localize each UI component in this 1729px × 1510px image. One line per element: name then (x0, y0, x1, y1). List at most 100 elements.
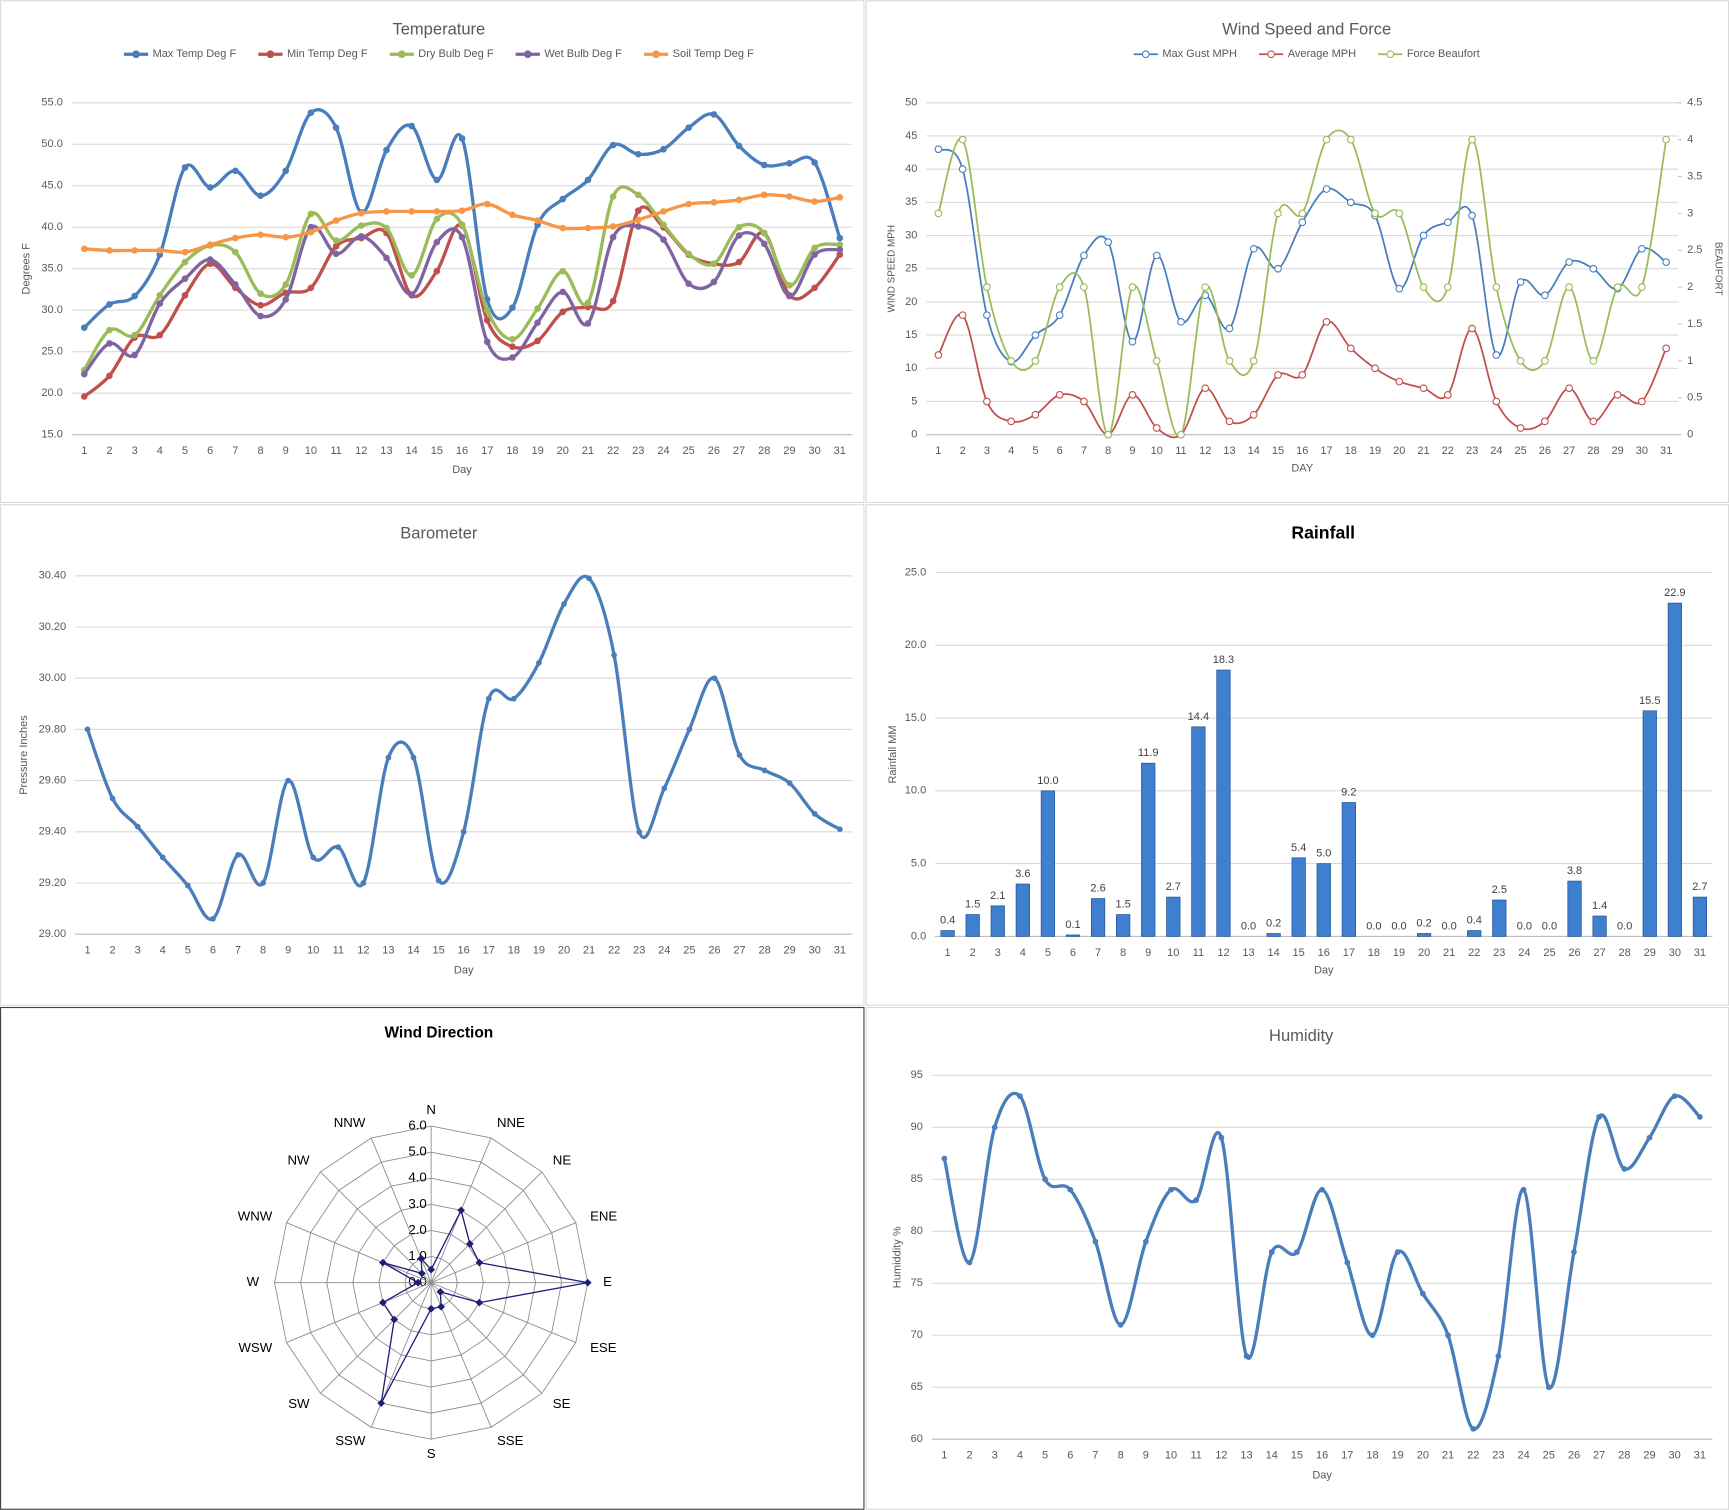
marker (736, 752, 743, 758)
radial-tick-label: 2.0 (408, 1222, 426, 1237)
x-tick-label: 27 (733, 445, 745, 457)
x-tick-label: 25 (683, 945, 695, 957)
y-tick-label: 30.00 (39, 672, 67, 684)
y2-tick-label: 2.5 (1687, 244, 1702, 256)
marker (181, 275, 189, 282)
marker (735, 232, 743, 239)
x-tick-label: 21 (1417, 445, 1429, 457)
marker (1142, 1238, 1149, 1245)
x-tick-label: 3 (984, 445, 990, 457)
x-tick-label: 8 (1120, 947, 1126, 959)
marker (561, 601, 567, 607)
marker (80, 370, 88, 378)
marker (1274, 264, 1282, 273)
x-axis-label: Day (452, 464, 472, 476)
marker (282, 167, 290, 175)
x-tick-label: 21 (582, 445, 594, 457)
x-tick-label: 28 (1619, 947, 1631, 959)
y-tick-label: 29.40 (39, 826, 67, 838)
x-tick-label: 7 (235, 945, 241, 957)
x-tick-label: 22 (607, 445, 619, 457)
marker (332, 217, 340, 224)
marker (1201, 384, 1210, 393)
marker (310, 854, 317, 861)
x-tick-label: 29 (783, 445, 795, 457)
marker (232, 248, 239, 256)
marker (1177, 317, 1185, 326)
marker (760, 240, 768, 248)
marker (836, 251, 844, 258)
marker (559, 308, 567, 316)
spoke (430, 1171, 543, 1283)
marker (106, 326, 113, 334)
marker (660, 221, 667, 229)
marker (80, 324, 88, 331)
bar (1166, 896, 1181, 937)
data-label: 0.4 (940, 915, 955, 927)
marker (1443, 283, 1452, 292)
y-tick-label: 25.0 (41, 346, 62, 358)
x-tick-label: 25 (1543, 1450, 1555, 1462)
data-label: 0.1 (1065, 919, 1080, 931)
marker (1492, 397, 1501, 406)
marker (711, 675, 718, 682)
x-tick-label: 6 (207, 445, 213, 457)
marker (1613, 390, 1622, 399)
marker (1104, 430, 1113, 439)
marker (437, 1302, 445, 1311)
x-tick-label: 17 (1341, 1450, 1353, 1462)
marker (786, 780, 793, 787)
marker (1540, 417, 1549, 426)
legend-label: Dry Bulb Deg F (418, 48, 494, 60)
chart-title: Rainfall (1291, 523, 1355, 543)
marker (983, 397, 991, 406)
marker (1565, 384, 1573, 393)
marker (1249, 244, 1258, 253)
data-label: 0.0 (1617, 920, 1632, 932)
marker (1516, 357, 1525, 365)
x-tick-label: 27 (733, 945, 745, 957)
marker (1017, 1093, 1023, 1099)
marker (483, 306, 491, 314)
x-tick-label: 29 (784, 945, 796, 957)
y-tick-label: 15.0 (905, 712, 926, 724)
marker (609, 193, 617, 200)
y-tick-label: 45 (905, 130, 917, 142)
spoke (430, 1222, 576, 1284)
marker (1443, 218, 1452, 227)
x-tick-label: 24 (1490, 445, 1502, 457)
x-tick-label: 13 (380, 445, 392, 457)
marker (282, 233, 290, 241)
x-tick-label: 21 (1443, 947, 1455, 959)
marker (383, 254, 390, 262)
data-label: 0.2 (1416, 917, 1431, 929)
y-tick-label: 40 (905, 163, 917, 175)
x-tick-label: 3 (135, 945, 141, 957)
marker (1322, 185, 1331, 193)
chart-title: Temperature (392, 19, 485, 38)
marker (1492, 351, 1501, 359)
x-tick-label: 10 (1151, 445, 1163, 457)
marker (1319, 1186, 1325, 1193)
x-tick-label: 2 (106, 445, 112, 457)
y-tick-label: 20.0 (41, 387, 62, 399)
x-tick-label: 12 (1217, 947, 1229, 959)
marker (1128, 283, 1137, 292)
x-tick-label: 26 (1568, 947, 1580, 959)
y-axis-label: Pressure Inches (18, 715, 30, 795)
marker (414, 1278, 422, 1287)
x-tick-label: 23 (1492, 1450, 1504, 1462)
data-label: 3.6 (1015, 868, 1030, 880)
radial-tick-label: 3.0 (408, 1196, 426, 1211)
marker (1468, 135, 1476, 144)
x-tick-label: 10 (307, 945, 319, 957)
x-tick-label: 23 (632, 445, 644, 457)
marker (1638, 397, 1646, 406)
marker (1371, 209, 1379, 218)
marker (1031, 331, 1040, 339)
x-tick-label: 10 (1167, 947, 1179, 959)
marker (1268, 1249, 1275, 1255)
marker (1565, 258, 1573, 266)
marker (332, 124, 340, 131)
